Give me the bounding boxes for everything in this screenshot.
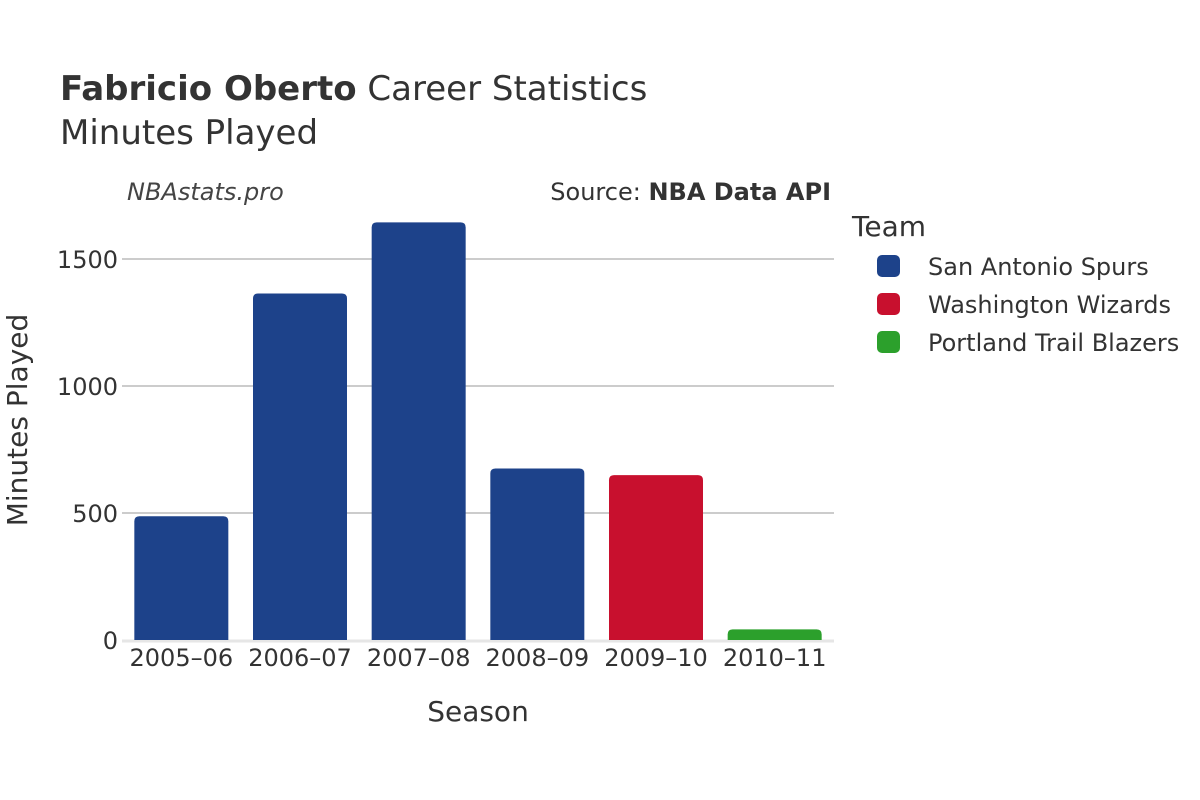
chart-subtitle: Minutes Played — [60, 113, 318, 153]
x-tick-label: 2009–10 — [604, 644, 708, 672]
bar-2007–08 — [371, 222, 466, 640]
y-tick-label: 1000 — [57, 373, 118, 401]
source-name: NBA Data API — [648, 178, 831, 206]
bar-2009–10 — [609, 475, 703, 640]
x-tick-label: 2010–11 — [723, 644, 827, 672]
x-tick-label: 2006–07 — [248, 644, 352, 672]
y-tick-label: 0 — [103, 627, 118, 655]
bar-2006–07 — [253, 293, 347, 640]
grid-layer — [122, 258, 834, 643]
y-tick-labels: 0 500 1000 1500 — [57, 246, 118, 655]
x-tick-label: 2007–08 — [367, 644, 471, 672]
bars-layer — [134, 222, 822, 640]
bar-2008–09 — [490, 468, 585, 640]
legend-swatch — [877, 255, 900, 277]
bar-2010–11 — [727, 629, 822, 640]
legend-item-label: Portland Trail Blazers — [928, 329, 1179, 357]
bar-2005–06 — [134, 516, 229, 640]
legend: San Antonio Spurs Washington Wizards Portl… — [877, 253, 1179, 357]
legend-item-label: San Antonio Spurs — [928, 253, 1149, 281]
x-tick-label: 2008–09 — [486, 644, 590, 672]
x-tick-labels: 2005–06 2006–07 2007–08 2008–09 2009–10 2010–… — [130, 644, 827, 672]
legend-swatch — [877, 293, 900, 315]
y-tick-label: 1500 — [57, 246, 118, 274]
chart-title: Fabricio Oberto Career Statistics — [60, 69, 647, 109]
x-tick-label: 2005–06 — [130, 644, 234, 672]
y-axis-title: Minutes Played — [1, 314, 34, 527]
x-axis-title: Season — [427, 695, 529, 728]
legend-item-label: Washington Wizards — [928, 291, 1171, 319]
source-prefix: Source: — [550, 178, 648, 206]
chart-title-rest: Career Statistics — [357, 69, 648, 109]
legend-swatch — [877, 331, 900, 353]
legend-title: Team — [851, 210, 926, 243]
chart-title-player: Fabricio Oberto — [60, 69, 357, 109]
source-label: Source: NBA Data API — [550, 178, 831, 206]
watermark: NBAstats.pro — [127, 178, 284, 206]
y-tick-label: 500 — [72, 500, 118, 528]
